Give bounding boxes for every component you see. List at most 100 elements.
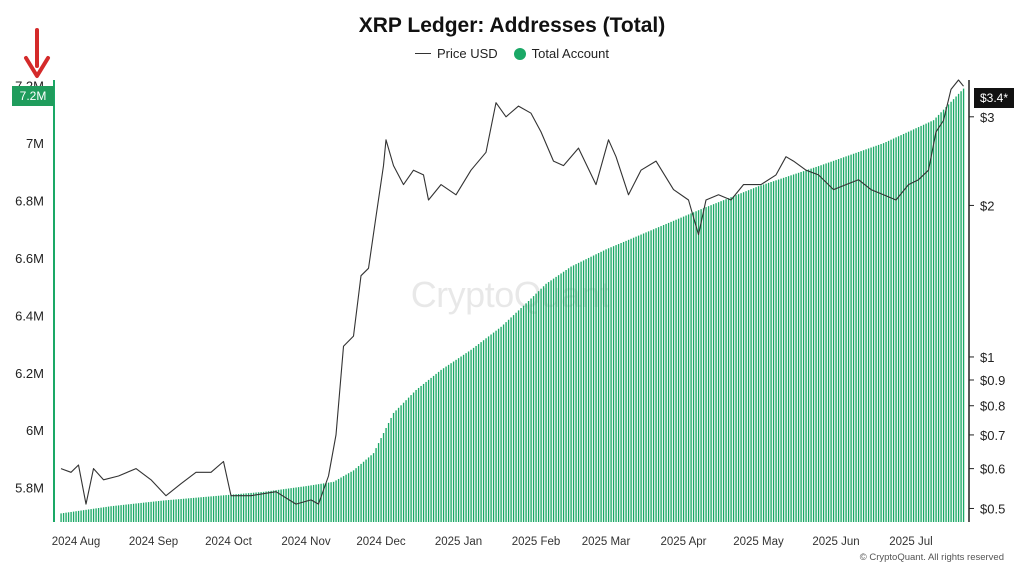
legend-item-accounts[interactable]: Total Account	[513, 46, 609, 61]
account-bar	[425, 381, 427, 522]
account-bar	[710, 205, 712, 523]
account-bar	[275, 490, 277, 522]
account-bar	[145, 502, 147, 522]
account-bar	[690, 213, 692, 523]
account-bar	[480, 342, 482, 522]
account-bar	[410, 395, 412, 522]
account-bar	[612, 246, 615, 523]
account-bar	[737, 194, 740, 522]
account-bar	[502, 324, 505, 522]
account-bar	[730, 197, 732, 522]
account-bar	[630, 238, 632, 523]
account-bar	[402, 402, 405, 522]
account-bar	[382, 433, 385, 522]
account-bar	[912, 129, 915, 523]
account-bar	[250, 492, 252, 522]
account-bar	[670, 221, 672, 522]
account-bar	[682, 216, 685, 523]
account-bar	[360, 463, 362, 522]
account-bar	[240, 493, 242, 522]
account-bar	[880, 144, 882, 522]
account-bar	[492, 332, 495, 522]
account-bar	[742, 192, 745, 523]
account-bar	[937, 114, 940, 522]
account-bar	[607, 248, 610, 522]
account-bar	[950, 101, 952, 523]
account-bar	[577, 262, 580, 522]
account-bar	[620, 242, 622, 522]
copyright-text: © CryptoQuant. All rights reserved	[859, 552, 1004, 563]
account-bar	[727, 198, 730, 522]
account-bar	[935, 117, 937, 522]
account-bar	[162, 500, 165, 522]
right-tick-label: $0.7	[980, 428, 1005, 443]
account-bar	[830, 161, 832, 523]
account-bar	[67, 512, 70, 522]
account-bar	[490, 334, 492, 522]
account-bar	[845, 156, 847, 522]
account-bar	[535, 293, 537, 522]
account-bar	[925, 123, 927, 522]
x-tick-label: 2025 Jul	[889, 536, 932, 548]
x-tick-label: 2025 Feb	[512, 536, 561, 548]
account-bar	[775, 180, 777, 522]
account-bar	[725, 199, 727, 522]
account-bar	[590, 256, 592, 522]
account-bar	[205, 496, 207, 522]
account-bar	[252, 492, 255, 522]
account-bar	[127, 504, 130, 522]
account-bar	[555, 276, 557, 522]
account-bar	[517, 310, 520, 522]
account-bar	[870, 147, 872, 522]
account-bar	[212, 496, 215, 522]
account-bar	[202, 497, 205, 522]
account-bar	[617, 244, 620, 522]
account-bar	[785, 176, 787, 523]
account-bar	[762, 184, 765, 522]
right-tick-label: $0.8	[980, 399, 1005, 414]
account-bars	[60, 88, 965, 523]
account-bar	[765, 183, 767, 522]
account-bar	[377, 443, 380, 522]
account-bar	[802, 171, 805, 522]
account-bar	[125, 504, 127, 522]
account-bar	[885, 141, 887, 522]
account-bar	[485, 338, 487, 522]
price-line-swatch	[414, 53, 431, 54]
account-bar	[625, 240, 627, 522]
account-bar	[862, 150, 865, 522]
account-bar	[300, 486, 302, 522]
account-bar	[942, 109, 945, 522]
account-bar	[170, 499, 172, 522]
account-bar	[90, 509, 92, 522]
right-tick-label: $2	[980, 198, 994, 213]
legend-item-price[interactable]: Price USD	[414, 46, 498, 61]
account-bar	[715, 203, 717, 522]
account-bar	[825, 163, 827, 523]
account-bar	[62, 513, 65, 522]
account-bar	[817, 166, 820, 523]
account-bar	[357, 466, 360, 522]
account-bar	[185, 498, 187, 522]
account-bar	[947, 104, 950, 522]
account-bar	[602, 250, 605, 522]
account-bar	[932, 120, 935, 522]
account-bar	[467, 351, 470, 522]
x-axis-ticks: 2024 Aug 2024 Sep 2024 Oct 2024 Nov 2024 Dec…	[52, 536, 933, 548]
account-bar	[712, 204, 715, 522]
account-bar	[310, 485, 312, 522]
account-bar	[82, 510, 85, 522]
account-bar	[87, 509, 90, 522]
account-bar	[530, 298, 532, 522]
account-bar	[840, 158, 842, 523]
account-bar	[395, 410, 397, 522]
right-tick-label: $3	[980, 110, 994, 125]
account-bar	[847, 155, 850, 522]
account-bar	[545, 283, 547, 522]
account-bar	[320, 483, 322, 522]
account-bar	[442, 368, 445, 522]
account-bar	[347, 473, 350, 522]
account-bar	[647, 231, 650, 523]
account-bar	[380, 438, 382, 522]
